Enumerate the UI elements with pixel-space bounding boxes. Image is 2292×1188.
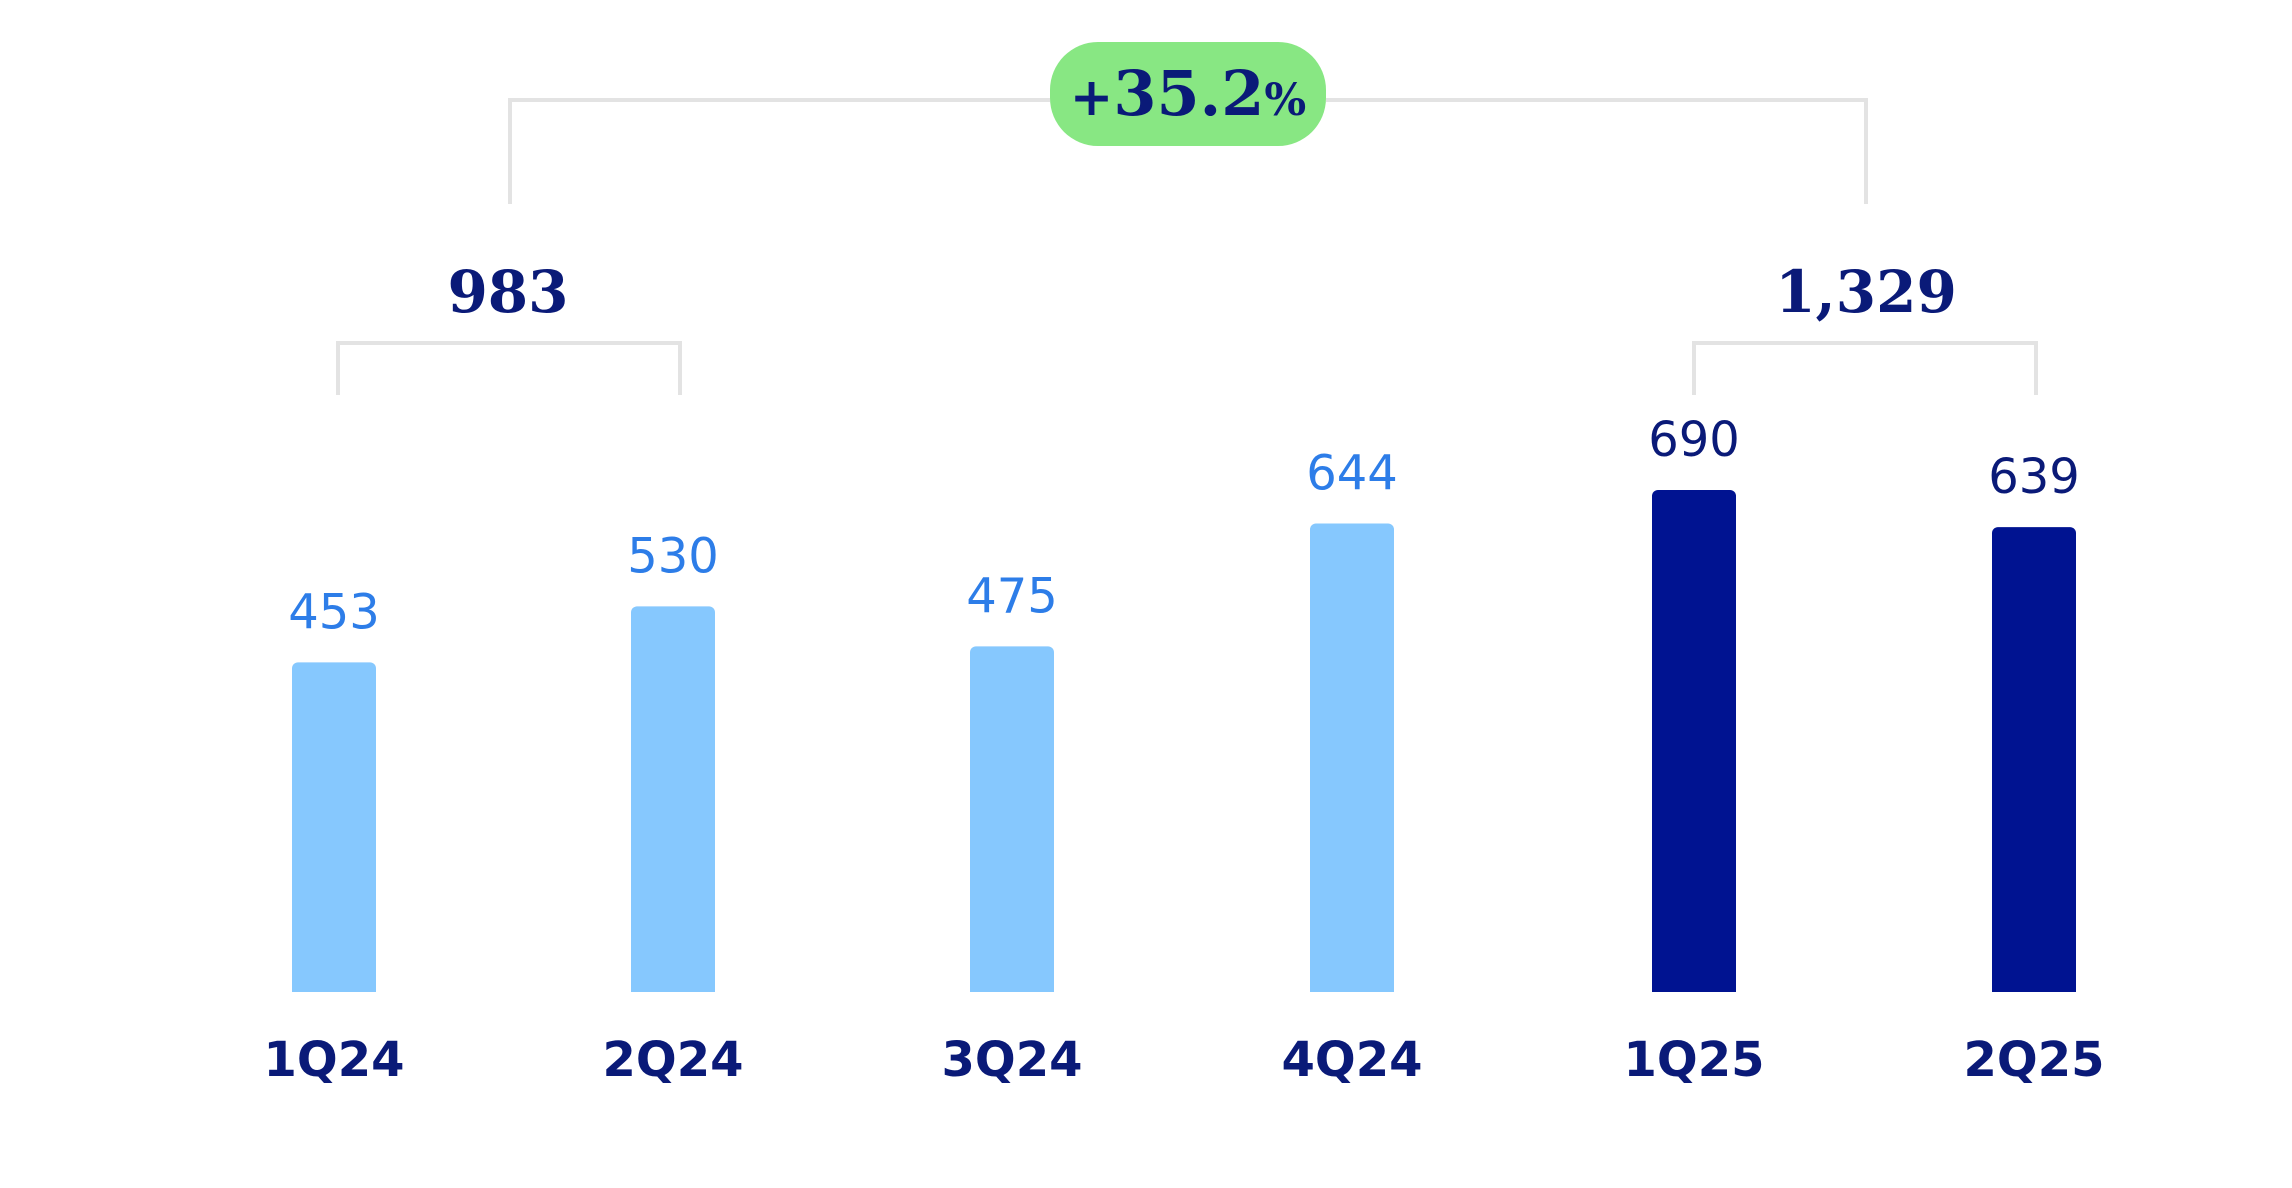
value-labels: 453 530 475 644 690 639 xyxy=(288,412,2080,640)
x-tick-3q24: 3Q24 xyxy=(942,1032,1083,1088)
x-tick-1q25: 1Q25 xyxy=(1624,1032,1765,1088)
svg-text:+35.2%: +35.2% xyxy=(1070,57,1306,130)
group-bracket-2024 xyxy=(336,341,682,395)
growth-unit: % xyxy=(1264,75,1306,126)
group-total-2024: 983 xyxy=(447,258,568,326)
value-label-2q25: 639 xyxy=(1988,449,2080,505)
bars xyxy=(292,490,2076,992)
group-total-2025: 1,329 xyxy=(1775,258,1957,326)
value-label-1q25: 690 xyxy=(1648,412,1740,468)
bar-4q24 xyxy=(1310,523,1394,992)
x-tick-4q24: 4Q24 xyxy=(1282,1032,1423,1088)
value-label-2q24: 530 xyxy=(627,528,719,584)
bar-1q24 xyxy=(292,662,376,992)
value-label-1q24: 453 xyxy=(288,584,380,640)
x-tick-2q24: 2Q24 xyxy=(603,1032,744,1088)
growth-badge-background xyxy=(1050,42,1326,146)
bar-1q25 xyxy=(1652,490,1736,992)
bar-2q24 xyxy=(631,606,715,992)
bar-2q25 xyxy=(1992,527,2076,992)
growth-bracket xyxy=(508,98,1868,204)
growth-sign: + xyxy=(1070,67,1114,128)
bar-base-1q25 xyxy=(1652,984,1736,992)
bar-base-3q24 xyxy=(970,984,1054,992)
bar-base-2q24 xyxy=(631,984,715,992)
value-label-4q24: 644 xyxy=(1306,445,1398,501)
growth-badge: +35.2% xyxy=(1050,42,1326,146)
bar-base-2q25 xyxy=(1992,984,2076,992)
x-axis-ticks: 1Q24 2Q24 3Q24 4Q24 1Q25 2Q25 xyxy=(264,1032,2105,1088)
bar-base-4q24 xyxy=(1310,984,1394,992)
bar-base-1q24 xyxy=(292,984,376,992)
x-tick-2q25: 2Q25 xyxy=(1964,1032,2105,1088)
bar-3q24 xyxy=(970,646,1054,992)
group-bracket-2025 xyxy=(1692,341,2038,395)
value-label-3q24: 475 xyxy=(966,568,1058,624)
growth-value: 35.2 xyxy=(1113,57,1264,130)
x-tick-1q24: 1Q24 xyxy=(264,1032,405,1088)
